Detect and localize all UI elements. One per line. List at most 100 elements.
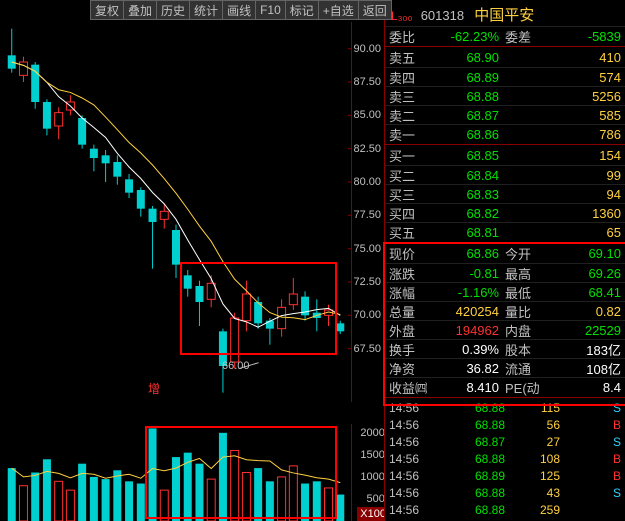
asks-list: 卖五68.90410卖四68.89574卖三68.885256卖二68.8758… [385,48,625,143]
stat-row: 涨幅-1.16%最低68.41 [385,282,625,301]
ask-row: 卖四68.89574 [385,67,625,86]
bid-price: 68.84 [427,168,499,183]
bid-vol: 99 [499,168,621,183]
tick-time: 14:56 [389,435,435,449]
stat-label: 涨幅 [389,283,427,302]
toolbar-btn-历史[interactable]: 历史 [156,0,190,20]
index-mark: L₃₀₀ [391,9,413,23]
ratio-row: 委比 -62.23% 委差 -5839 [385,26,625,45]
toolbar-btn-统计[interactable]: 统计 [189,0,223,20]
stat-value2: 68.41 [539,285,621,300]
bid-row: 买一68.85154 [385,146,625,165]
stat-value2: 108亿 [539,359,621,378]
stat-row: 外盘194962内盘22529 [385,320,625,339]
volume-chart[interactable]: 5000100001500020000 X100 [0,424,352,521]
toolbar-btn-返回[interactable]: 返回 [358,0,392,20]
stat-label: 收益㈣ [389,378,427,397]
ratio-value: -62.23% [427,29,499,44]
stat-label2: 最高 [499,264,539,283]
tick-price: 68.88 [435,486,505,500]
tick-time: 14:56 [389,486,435,500]
ask-vol: 574 [499,70,621,85]
volume-svg [0,424,352,521]
bid-label: 买一 [389,146,427,165]
tick-list: 14:5668.88115S14:5668.8856B14:5668.8727S… [385,399,625,518]
stat-label2: 流通 [499,359,539,378]
quote-panel: L₃₀₀ 601318 中国平安 委比 -62.23% 委差 -5839 卖五6… [384,0,625,521]
price-tick: 70.00 [353,309,381,321]
stat-value: 68.86 [427,246,499,261]
stat-row: 净资36.82流通108亿 [385,358,625,377]
price-tick: 90.00 [353,43,381,55]
bid-price: 68.82 [427,206,499,221]
tick-vol: 108 [505,452,560,466]
bid-price: 68.85 [427,148,499,163]
stat-row: 收益㈣8.410PE(动)8.4 [385,377,625,396]
ask-price: 68.88 [427,89,499,104]
toolbar-btn-+自选[interactable]: +自选 [318,0,359,20]
price-tick: 82.50 [353,143,381,155]
chart-area: 67.5070.0072.5075.0077.5080.0082.5085.00… [0,22,384,521]
tick-price: 68.88 [435,401,505,415]
bid-label: 买四 [389,204,427,223]
candlestick-chart[interactable]: 67.5070.0072.5075.0077.5080.0082.5085.00… [0,22,352,402]
tick-price: 68.89 [435,469,505,483]
stat-value: 0.39% [427,342,499,357]
toolbar-btn-画线[interactable]: 画线 [222,0,256,20]
bid-label: 买五 [389,223,427,242]
stat-value2: 69.26 [539,266,621,281]
tick-vol: 115 [505,401,560,415]
ask-price: 68.86 [427,127,499,142]
toolbar-btn-叠加[interactable]: 叠加 [123,0,157,20]
bid-row: 买二68.8499 [385,165,625,184]
bid-price: 68.83 [427,187,499,202]
bid-label: 买二 [389,166,427,185]
ask-row: 卖三68.885256 [385,86,625,105]
tick-flag: B [560,452,621,466]
toolbar: 复权叠加历史统计画线F10标记+自选返回 [90,0,391,22]
ask-price: 68.90 [427,50,499,65]
tick-row: 14:5668.89125B [385,467,625,484]
tick-flag: S [560,486,621,500]
bid-vol: 94 [499,187,621,202]
price-tick: 77.50 [353,209,381,221]
stat-value2: 0.82 [539,304,621,319]
stat-value2: 183亿 [539,340,621,359]
tick-row: 14:5668.8856B [385,416,625,433]
price-tick: 87.50 [353,76,381,88]
ask-label: 卖一 [389,125,427,144]
stat-row: 总量420254量比0.82 [385,301,625,320]
ask-vol: 5256 [499,89,621,104]
tick-row: 14:5668.88259 [385,501,625,518]
toolbar-btn-标记[interactable]: 标记 [285,0,319,20]
price-tick: 85.00 [353,109,381,121]
tick-vol: 27 [505,435,560,449]
toolbar-btn-F10[interactable]: F10 [255,0,286,20]
stat-row: 涨跌-0.81最高69.26 [385,263,625,282]
bid-row: 买四68.821360 [385,203,625,222]
stat-value2: 22529 [539,323,621,338]
toolbar-btn-复权[interactable]: 复权 [90,0,124,20]
stat-label: 总量 [389,302,427,321]
tick-vol: 56 [505,418,560,432]
ask-row: 卖一68.86786 [385,124,625,143]
stat-value: 194962 [427,323,499,338]
ask-label: 卖三 [389,87,427,106]
tick-row: 14:5668.8727S [385,433,625,450]
ask-vol: 410 [499,50,621,65]
diff-label: 委差 [499,27,539,46]
tick-price: 68.88 [435,418,505,432]
tick-vol: 259 [505,503,560,517]
stat-label2: 今开 [499,244,539,263]
stat-label2: 股本 [499,340,539,359]
bid-price: 68.81 [427,225,499,240]
price-y-axis: 67.5070.0072.5075.0077.5080.0082.5085.00… [351,22,383,402]
stat-value: 420254 [427,304,499,319]
tick-vol: 43 [505,486,560,500]
price-tick: 72.50 [353,276,381,288]
stat-value: 8.410 [427,380,499,395]
tick-price: 68.88 [435,452,505,466]
tick-price: 68.88 [435,503,505,517]
ask-label: 卖四 [389,68,427,87]
stats-list: 现价68.86今开69.10涨跌-0.81最高69.26涨幅-1.16%最低68… [385,244,625,396]
